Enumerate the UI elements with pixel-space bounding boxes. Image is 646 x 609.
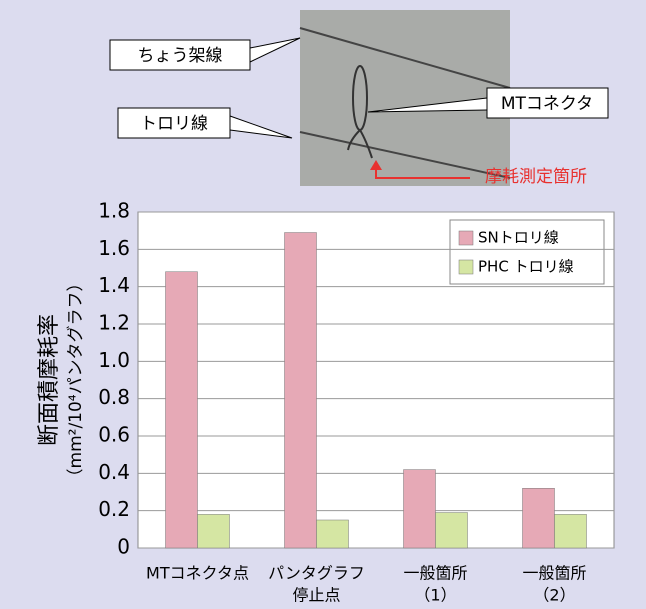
y-label: 断面積摩耗率 (37, 314, 62, 446)
x-tick-label: 一般箇所 (403, 564, 467, 583)
y-tick-label: 1.4 (98, 273, 130, 297)
bar (165, 271, 198, 549)
y-tick-label: 0.2 (98, 497, 130, 521)
y-tick-label: 1.6 (98, 236, 130, 260)
annotation: MTコネクタ (501, 94, 593, 114)
bar (403, 469, 436, 549)
bar (197, 514, 230, 549)
legend-swatch (458, 230, 474, 246)
legend-label: PHC トロリ線 (478, 258, 574, 276)
y-tick-label: 1.0 (98, 348, 130, 372)
x-tick-label: （1） (414, 586, 456, 605)
x-tick-label: （2） (533, 586, 575, 605)
x-tick-label: MTコネクタ点 (146, 564, 249, 583)
y-tick-label: 1.8 (98, 199, 130, 223)
y-tick-label: 0.4 (98, 460, 130, 484)
legend (449, 219, 605, 285)
y-tick-label: 0 (117, 535, 130, 559)
legend-swatch (458, 259, 474, 275)
annotation: 摩耗測定箇所 (485, 167, 587, 187)
bar (284, 232, 317, 549)
y-axis-title: 断面積摩耗率 （mm²/10⁴パンタグラフ） (37, 275, 86, 486)
bar (554, 514, 587, 549)
callouts: ちょう架線 トロリ線 MTコネクタ 摩耗測定箇所 (109, 37, 609, 187)
annotation: ちょう架線 (138, 46, 223, 66)
x-tick-label: パンタグラフ (268, 564, 365, 583)
callout-box (486, 87, 609, 119)
y-tick-label: 0.6 (98, 423, 130, 447)
y-tick-label: 1.2 (98, 311, 130, 335)
callout-box (117, 107, 231, 139)
callout-box (109, 39, 251, 71)
legend-label: SNトロリ線 (478, 229, 559, 247)
bar (316, 519, 349, 549)
x-tick-label: 停止点 (292, 586, 340, 605)
bar (522, 488, 555, 549)
annotation: トロリ線 (140, 114, 208, 134)
photo (299, 10, 511, 186)
bar (435, 512, 468, 549)
y-unit: （mm²/10⁴パンタグラフ） (66, 275, 86, 486)
x-tick-label: 一般箇所 (522, 564, 586, 583)
y-tick-label: 0.8 (98, 385, 130, 409)
